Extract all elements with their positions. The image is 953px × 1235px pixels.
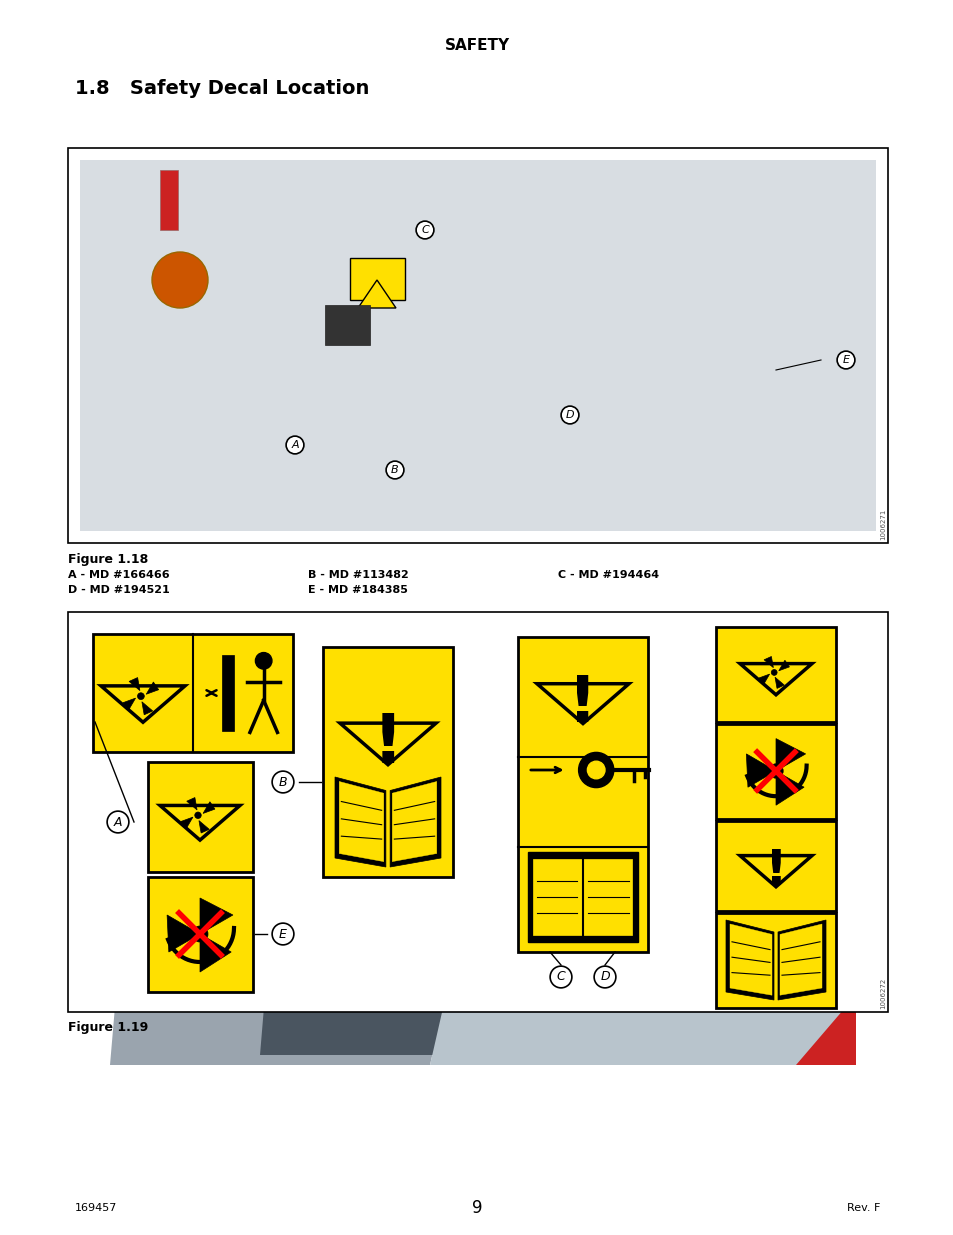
Circle shape (770, 669, 777, 676)
Polygon shape (357, 280, 395, 308)
Text: C: C (420, 225, 429, 235)
Polygon shape (775, 739, 804, 771)
Text: SAFETY: SAFETY (444, 37, 509, 53)
Text: E - MD #184385: E - MD #184385 (308, 585, 408, 595)
Polygon shape (167, 915, 200, 952)
Text: D: D (565, 410, 574, 420)
Text: C - MD #194464: C - MD #194464 (558, 571, 659, 580)
Text: Figure 1.18: Figure 1.18 (68, 552, 148, 566)
Polygon shape (260, 815, 479, 1055)
Polygon shape (430, 714, 855, 1065)
Bar (160, 170, 178, 230)
Polygon shape (200, 898, 233, 934)
Polygon shape (187, 798, 197, 810)
Text: E: E (279, 927, 287, 941)
Polygon shape (335, 777, 385, 867)
Polygon shape (763, 657, 773, 668)
Polygon shape (181, 818, 193, 829)
Bar (517, 637, 647, 952)
Polygon shape (110, 714, 510, 1065)
Bar (68, 613, 887, 1011)
Text: B: B (278, 776, 287, 788)
Text: B: B (391, 466, 398, 475)
Polygon shape (795, 995, 855, 1065)
Circle shape (192, 926, 208, 942)
Polygon shape (729, 924, 771, 995)
Text: Rev. F: Rev. F (845, 1203, 879, 1213)
Polygon shape (200, 934, 231, 972)
Polygon shape (775, 771, 803, 805)
Polygon shape (160, 805, 240, 840)
Text: A: A (291, 440, 298, 450)
Polygon shape (129, 678, 140, 690)
Polygon shape (759, 674, 769, 684)
Text: D: D (599, 971, 609, 983)
Circle shape (255, 652, 272, 669)
Bar (527, 852, 638, 942)
Circle shape (194, 813, 201, 819)
Polygon shape (339, 782, 383, 862)
Circle shape (578, 752, 613, 788)
Polygon shape (390, 777, 440, 867)
Text: C: C (556, 971, 565, 983)
Polygon shape (123, 698, 135, 710)
Bar (533, 860, 632, 935)
Polygon shape (203, 802, 214, 814)
Polygon shape (537, 684, 628, 724)
Polygon shape (740, 663, 811, 695)
Bar (716, 627, 835, 722)
Bar (325, 305, 370, 345)
Polygon shape (199, 820, 209, 832)
Circle shape (137, 693, 144, 699)
Polygon shape (101, 685, 185, 722)
Text: 1006272: 1006272 (879, 978, 885, 1009)
Polygon shape (339, 724, 436, 764)
Bar (716, 724, 835, 819)
Text: B - MD #113482: B - MD #113482 (308, 571, 408, 580)
Polygon shape (745, 753, 775, 787)
Polygon shape (780, 924, 821, 995)
Bar (80, 161, 875, 531)
Text: E: E (841, 354, 848, 366)
Polygon shape (740, 856, 811, 887)
Text: 1006271: 1006271 (879, 509, 885, 540)
Bar (148, 877, 253, 992)
Bar (716, 821, 835, 911)
Text: Figure 1.19: Figure 1.19 (68, 1021, 148, 1035)
Polygon shape (725, 920, 773, 1000)
Circle shape (768, 763, 782, 778)
Circle shape (152, 252, 208, 308)
Polygon shape (392, 782, 436, 862)
Text: D - MD #194521: D - MD #194521 (68, 585, 170, 595)
Text: 169457: 169457 (75, 1203, 117, 1213)
Polygon shape (146, 682, 158, 694)
Circle shape (587, 761, 604, 779)
Bar (350, 258, 405, 300)
Text: A - MD #166466: A - MD #166466 (68, 571, 170, 580)
Text: !: ! (568, 673, 597, 735)
Text: A: A (113, 815, 122, 829)
Bar (92, 634, 293, 752)
Bar (68, 148, 887, 543)
Bar (716, 913, 835, 1008)
Bar (323, 647, 453, 877)
Bar (222, 656, 233, 731)
Text: 1.8   Safety Decal Location: 1.8 Safety Decal Location (75, 79, 369, 98)
Bar (148, 762, 253, 872)
Polygon shape (142, 701, 152, 715)
Polygon shape (774, 677, 783, 688)
Text: !: ! (763, 847, 786, 895)
Text: 9: 9 (471, 1199, 482, 1216)
Polygon shape (778, 661, 788, 671)
Polygon shape (778, 920, 825, 1000)
Text: !: ! (373, 711, 403, 777)
